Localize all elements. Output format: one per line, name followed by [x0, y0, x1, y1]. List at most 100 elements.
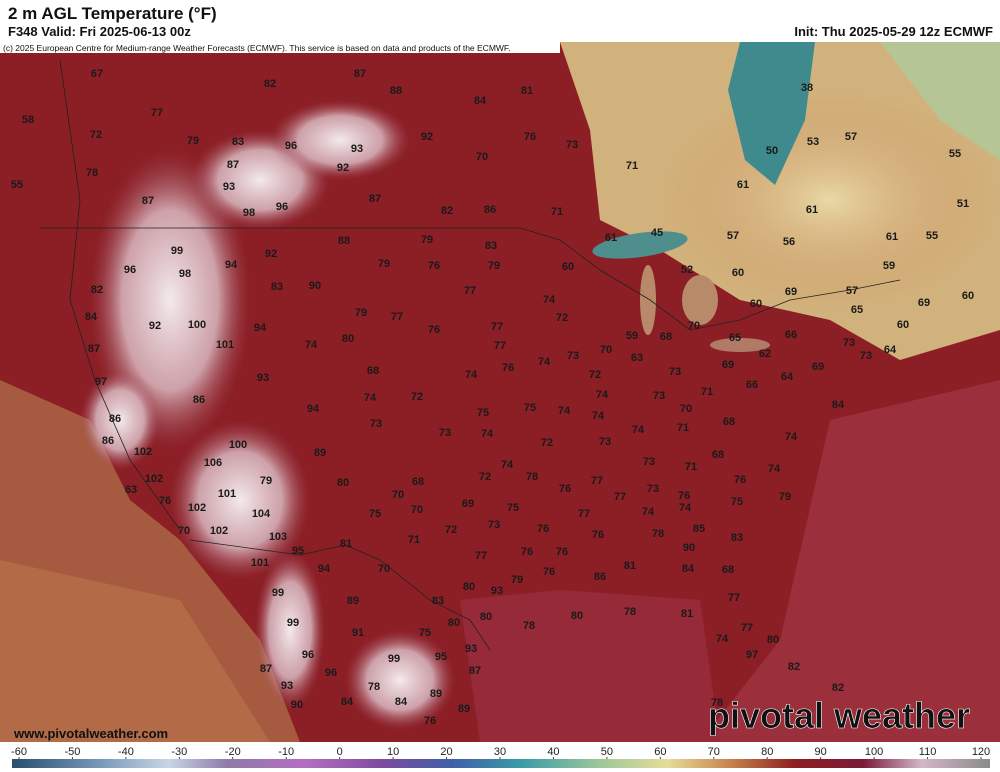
temperature-label: 84	[682, 563, 695, 575]
colorbar-tick-label: 10	[387, 746, 399, 758]
temperature-label: 74	[596, 389, 609, 401]
copyright-bg	[0, 42, 560, 53]
temperature-label: 63	[631, 352, 643, 364]
temperature-label: 73	[860, 350, 872, 362]
temperature-label: 96	[325, 667, 337, 679]
temperature-label: 92	[421, 131, 433, 143]
temperature-label: 96	[302, 649, 314, 661]
temperature-label: 61	[605, 232, 617, 244]
temperature-label: 78	[523, 620, 535, 632]
temperature-label: 77	[391, 311, 403, 323]
temperature-label: 100	[188, 319, 206, 331]
temperature-label: 75	[419, 627, 431, 639]
temperature-label: 84	[474, 95, 487, 107]
temperature-label: 73	[370, 418, 382, 430]
temperature-label: 82	[832, 682, 844, 694]
temperature-label: 74	[632, 424, 645, 436]
temperature-label: 94	[254, 322, 267, 334]
temperature-label: 78	[624, 606, 636, 618]
temperature-label: 75	[524, 402, 536, 414]
map-background	[0, 42, 1000, 742]
temperature-label: 80	[767, 634, 779, 646]
temperature-label: 82	[91, 284, 103, 296]
temperature-label: 38	[801, 82, 813, 94]
temperature-label: 72	[479, 471, 491, 483]
temperature-label: 76	[424, 715, 436, 727]
temperature-label: 71	[701, 386, 713, 398]
temperature-label: 74	[592, 410, 605, 422]
temperature-label: 76	[159, 495, 171, 507]
temperature-label: 60	[562, 261, 574, 273]
temperature-label: 94	[307, 403, 320, 415]
temperature-label: 73	[566, 139, 578, 151]
temperature-label: 77	[494, 340, 506, 352]
temperature-label: 83	[485, 240, 497, 252]
temperature-label: 69	[462, 498, 474, 510]
temperature-label: 94	[225, 259, 238, 271]
temperature-label: 76	[678, 490, 690, 502]
colorbar-tick-label: 90	[815, 746, 827, 758]
temperature-label: 74	[785, 431, 798, 443]
temperature-label: 92	[265, 248, 277, 260]
temperature-label: 98	[243, 207, 255, 219]
temperature-label: 70	[476, 151, 488, 163]
temperature-label: 74	[465, 369, 478, 381]
colorbar-tick-label: -60	[11, 746, 27, 758]
temperature-label: 71	[677, 422, 689, 434]
temperature-label: 75	[369, 508, 381, 520]
temperature-label: 79	[511, 574, 523, 586]
temperature-label: 94	[318, 563, 331, 575]
temperature-label: 90	[291, 699, 303, 711]
temperature-label: 81	[521, 85, 533, 97]
temperature-label: 93	[351, 143, 363, 155]
temperature-label: 79	[187, 135, 199, 147]
temperature-label: 84	[395, 696, 408, 708]
temperature-label: 99	[287, 617, 299, 629]
temperature-label: 74	[538, 356, 551, 368]
colorbar-tick-label: 80	[761, 746, 773, 758]
temperature-label: 86	[102, 435, 114, 447]
temperature-label: 102	[145, 473, 163, 485]
temperature-label: 59	[883, 260, 895, 272]
temperature-label: 100	[229, 439, 247, 451]
temperature-label: 101	[216, 339, 234, 351]
temperature-label: 74	[558, 405, 571, 417]
temperature-label: 74	[501, 459, 514, 471]
temperature-label: 101	[251, 557, 269, 569]
colorbar-tick-label: 50	[601, 746, 613, 758]
temperature-label: 84	[341, 696, 354, 708]
temperature-label: 83	[232, 136, 244, 148]
temperature-label: 102	[210, 525, 228, 537]
colorbar-tick-label: 70	[708, 746, 720, 758]
temperature-label: 79	[355, 307, 367, 319]
temperature-label: 73	[599, 436, 611, 448]
temperature-label: 79	[488, 260, 500, 272]
temperature-label: 77	[591, 475, 603, 487]
temperature-label: 83	[271, 281, 283, 293]
temperature-label: 77	[614, 491, 626, 503]
temperature-label: 72	[541, 437, 553, 449]
temperature-label: 82	[441, 205, 453, 217]
temperature-label: 76	[428, 260, 440, 272]
temperature-label: 92	[149, 320, 161, 332]
temperature-label: 99	[388, 653, 400, 665]
temperature-label: 70	[411, 504, 423, 516]
temperature-label: 89	[430, 688, 442, 700]
temperature-label: 76	[734, 474, 746, 486]
website: www.pivotalweather.com	[13, 726, 168, 741]
logo: pivotal weather	[708, 695, 970, 736]
temperature-label: 76	[524, 131, 536, 143]
temperature-label: 85	[693, 523, 705, 535]
temperature-label: 71	[551, 206, 563, 218]
colorbar-tick-label: -20	[225, 746, 241, 758]
temperature-label: 64	[884, 344, 897, 356]
temperature-label: 77	[475, 550, 487, 562]
temperature-label: 97	[746, 649, 758, 661]
temperature-label: 88	[338, 235, 350, 247]
temperature-label: 68	[723, 416, 735, 428]
temperature-label: 93	[491, 585, 503, 597]
temperature-label: 74	[305, 339, 318, 351]
colorbar-tick-label: 120	[972, 746, 990, 758]
temperature-label: 73	[669, 366, 681, 378]
temperature-label: 78	[368, 681, 380, 693]
